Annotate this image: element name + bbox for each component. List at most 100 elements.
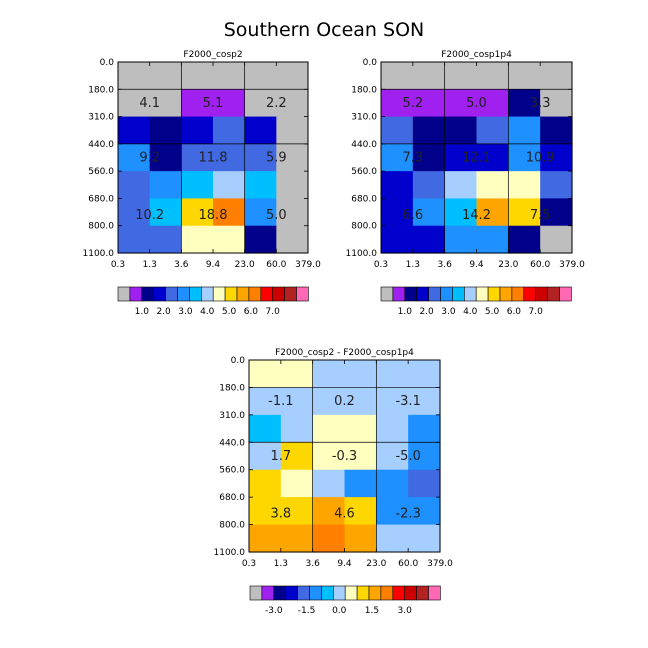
heatmap-cell xyxy=(344,469,377,498)
heatmap-cell xyxy=(540,198,573,227)
heatmap-cell xyxy=(412,171,446,200)
heatmap-cell xyxy=(249,524,282,553)
colorbar-swatch xyxy=(440,286,453,302)
heatmap-cell xyxy=(149,62,182,90)
colorbar-swatch xyxy=(296,286,309,302)
x-tick-label: 9.4 xyxy=(206,260,221,270)
heatmap-cell xyxy=(408,442,441,471)
colorbar-swatch xyxy=(153,286,166,302)
heatmap-cell xyxy=(149,143,182,172)
heatmap-cell xyxy=(249,442,282,471)
heatmap-cell xyxy=(181,89,214,118)
y-tick-label: 560.0 xyxy=(219,466,245,476)
heatmap-cell xyxy=(280,360,314,389)
colorbar-swatch xyxy=(189,286,202,302)
colorbar-swatch xyxy=(404,286,417,302)
heatmap-cell xyxy=(508,225,541,254)
heatmap-cell xyxy=(244,89,277,118)
colorbar-label: 3.0 xyxy=(398,606,413,616)
colorbar-swatch xyxy=(273,585,286,601)
heatmap-cell xyxy=(376,524,409,553)
heatmap-cell xyxy=(312,469,346,498)
colorbar-label: 3.0 xyxy=(441,307,456,317)
colorbar-swatch xyxy=(141,286,155,302)
heatmap-cell xyxy=(412,116,446,145)
heatmap-cell xyxy=(149,116,182,145)
x-tick-label: 1.3 xyxy=(143,260,157,270)
y-tick-label: 0.0 xyxy=(100,58,115,68)
heatmap-cell xyxy=(508,198,541,227)
colorbar-swatch xyxy=(380,286,394,302)
heatmap-cell xyxy=(412,198,446,227)
colorbar-label: -1.5 xyxy=(298,606,316,616)
heatmap-cell xyxy=(244,62,277,90)
colorbar-label: 1.0 xyxy=(398,307,413,317)
heatmap-cell xyxy=(280,469,314,498)
heatmap-cell xyxy=(344,497,377,526)
block-value-label: -1.1 xyxy=(268,394,293,409)
y-tick-label: 440.0 xyxy=(219,438,245,448)
colorbar-swatch xyxy=(272,286,285,302)
x-tick-label: 9.4 xyxy=(337,559,352,569)
colorbar-swatch xyxy=(368,585,382,601)
colorbar-label: 7.0 xyxy=(529,307,544,317)
heatmap-cell xyxy=(213,143,246,172)
colorbar-label: 4.0 xyxy=(200,307,215,317)
heatmap-cell xyxy=(444,198,478,227)
block-value-label: 5.1 xyxy=(203,96,224,111)
colorbar-swatch xyxy=(248,286,262,302)
colorbar-swatch xyxy=(224,286,238,302)
x-tick-label: 9.4 xyxy=(469,260,484,270)
heatmap-cell xyxy=(244,225,277,254)
heatmap-cell xyxy=(381,198,414,227)
heatmap-cell xyxy=(249,497,282,526)
block-value-label: 5.0 xyxy=(266,208,287,223)
colorbar-label: -3.0 xyxy=(265,606,283,616)
heatmap-cell xyxy=(118,62,151,90)
heatmap-cell xyxy=(412,143,446,172)
colorbar-label: 6.0 xyxy=(244,307,259,317)
heatmap-cell xyxy=(381,89,414,118)
x-tick-label: 60.0 xyxy=(266,260,286,270)
colorbar-label: 1.0 xyxy=(135,307,150,317)
heatmap-cell xyxy=(181,198,214,227)
block-value-label: 3.3 xyxy=(530,96,551,111)
heatmap-cell xyxy=(280,497,314,526)
y-tick-label: 560.0 xyxy=(88,167,114,177)
y-tick-label: 680.0 xyxy=(351,194,377,204)
block-value-label: -3.1 xyxy=(395,394,420,409)
colorbar-swatch xyxy=(261,585,275,601)
x-tick-label: 3.6 xyxy=(438,260,453,270)
colorbar-swatch xyxy=(165,286,178,302)
block-value-label: 4.1 xyxy=(139,96,160,111)
heatmap-cell xyxy=(540,62,573,90)
heatmap-cell xyxy=(149,171,182,200)
block-value-label: 10.2 xyxy=(135,208,164,223)
colorbar-swatch xyxy=(321,585,334,601)
y-tick-label: 1100.0 xyxy=(214,548,246,558)
colorbar-label: 7.0 xyxy=(266,307,281,317)
heatmap-cell xyxy=(280,387,314,416)
colorbar-label: 2.0 xyxy=(156,307,171,317)
block-value-label: 2.2 xyxy=(266,96,287,111)
figure-title: Southern Ocean SON xyxy=(224,19,425,41)
heatmap-cell xyxy=(540,143,573,172)
colorbar-swatch xyxy=(177,286,190,302)
heatmap-cell xyxy=(444,116,478,145)
panel-title: F2000_cosp1p4 xyxy=(441,50,512,60)
x-tick-label: 1.3 xyxy=(274,559,288,569)
y-tick-label: 310.0 xyxy=(219,411,245,421)
colorbar-label: 6.0 xyxy=(507,307,522,317)
heatmap-cell xyxy=(540,225,573,254)
colorbar: 1.0 2.0 3.0 4.0 5.0 6.0 7.0 xyxy=(117,286,309,317)
heatmap-cell xyxy=(444,62,478,90)
x-tick-label: 379.0 xyxy=(295,260,321,270)
heatmap-cell xyxy=(376,360,409,389)
heatmap-cell xyxy=(381,225,414,254)
heatmap-cell xyxy=(508,143,541,172)
block-value-label: 4.6 xyxy=(334,507,355,522)
x-tick-label: 1.3 xyxy=(406,260,420,270)
colorbar-swatch xyxy=(129,286,143,302)
x-tick-label: 379.0 xyxy=(559,260,585,270)
heatmap-cell xyxy=(249,414,282,443)
